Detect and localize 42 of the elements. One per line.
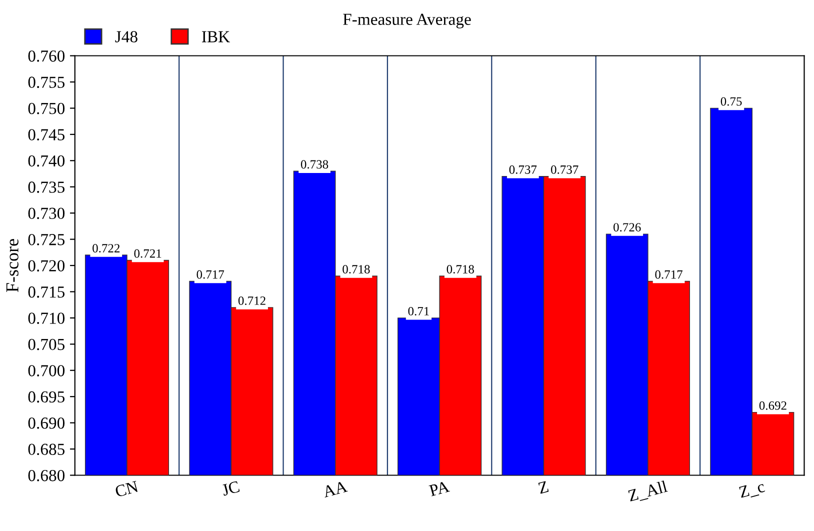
x-tick-label: Z_All bbox=[628, 480, 668, 504]
y-tick-label: 0.710 bbox=[28, 312, 65, 324]
y-tick-label: 0.715 bbox=[28, 286, 65, 298]
x-tick-label: CN bbox=[114, 480, 139, 498]
data-label: 0.737 bbox=[551, 165, 578, 174]
y-tick-label: 0.680 bbox=[28, 470, 65, 482]
y-tick-label: 0.750 bbox=[28, 102, 65, 114]
data-label: 0.692 bbox=[759, 401, 786, 410]
chart-title: F-measure Average bbox=[343, 14, 471, 28]
y-axis-title: F-score bbox=[6, 239, 18, 292]
y-tick-label: 0.745 bbox=[28, 129, 65, 140]
y-tick-label: 0.725 bbox=[28, 234, 65, 246]
x-tick-label: PA bbox=[428, 480, 450, 496]
data-label: 0.737 bbox=[509, 165, 537, 174]
data-label: 0.721 bbox=[134, 249, 162, 258]
y-tick-label: 0.705 bbox=[28, 338, 65, 350]
data-label: 0.712 bbox=[238, 296, 266, 305]
y-tick-label: 0.690 bbox=[28, 418, 65, 429]
data-label: 0.718 bbox=[342, 265, 370, 274]
y-tick-label: 0.730 bbox=[28, 208, 65, 220]
y-tick-label: 0.685 bbox=[28, 444, 65, 456]
data-label: 0.71 bbox=[408, 306, 429, 316]
y-tick-label: 0.695 bbox=[28, 391, 65, 403]
x-tick-label: Z_c bbox=[738, 480, 766, 500]
data-label: 0.722 bbox=[92, 244, 120, 253]
legend-label: IBK bbox=[202, 31, 230, 42]
x-tick-label: Z bbox=[538, 480, 549, 494]
x-tick-label: AA bbox=[322, 480, 348, 498]
y-tick-label: 0.755 bbox=[28, 76, 65, 88]
y-tick-label: 0.700 bbox=[28, 365, 65, 376]
data-label: 0.738 bbox=[300, 160, 328, 169]
data-label: 0.75 bbox=[720, 97, 742, 106]
x-tick-label: JC bbox=[221, 480, 240, 496]
y-tick-label: 0.760 bbox=[28, 50, 65, 62]
data-label: 0.718 bbox=[446, 265, 474, 274]
y-tick-label: 0.740 bbox=[28, 155, 65, 167]
data-label: 0.717 bbox=[655, 270, 682, 279]
data-label: 0.717 bbox=[196, 270, 224, 279]
legend-label: J48 bbox=[115, 31, 138, 42]
data-label: 0.726 bbox=[614, 223, 641, 232]
y-tick-label: 0.735 bbox=[28, 182, 65, 193]
y-tick-label: 0.720 bbox=[28, 260, 65, 272]
